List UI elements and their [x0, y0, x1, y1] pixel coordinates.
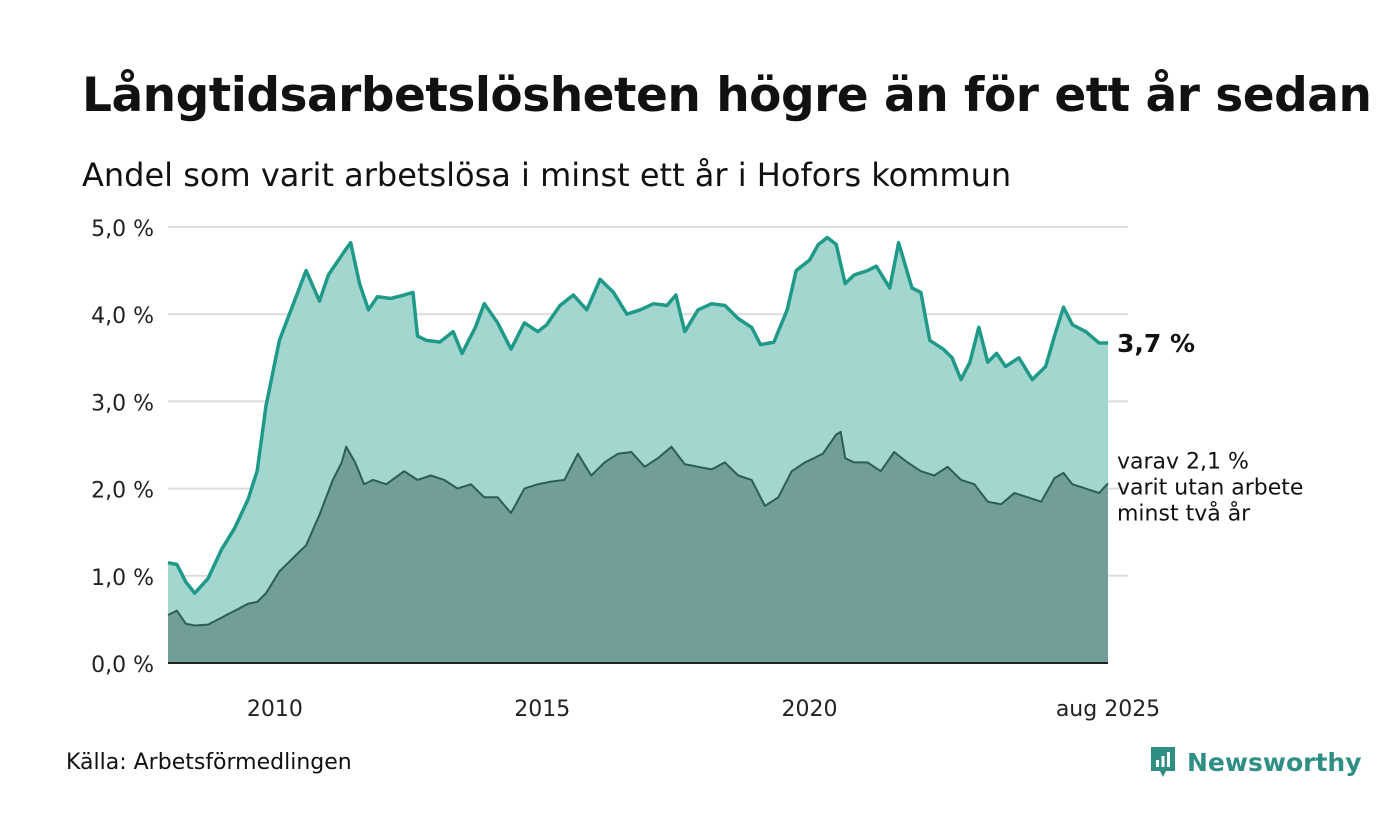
y-tick-label: 4,0 % — [91, 304, 154, 329]
x-tick-label: aug 2025 — [1056, 697, 1160, 722]
series-2-end-label-line: varav 2,1 % — [1117, 449, 1249, 474]
y-tick-label: 3,0 % — [91, 391, 154, 416]
x-tick-label: 2010 — [247, 697, 303, 722]
chart-lines — [167, 235, 1109, 627]
series_2-line — [167, 430, 1109, 627]
series-1-end-label: 3,7 % — [1117, 329, 1195, 358]
x-axis-tick-labels: 2010 2015 2020 aug 2025 — [247, 697, 1160, 722]
source-note: Källa: Arbetsförmedlingen — [66, 750, 352, 775]
y-axis-tick-labels: 0,0 % 1,0 % 2,0 % 3,0 % 4,0 % 5,0 % — [91, 217, 154, 678]
y-tick-label: 5,0 % — [91, 217, 154, 242]
chart-subtitle: Andel som varit arbetslösa i minst ett å… — [82, 156, 1012, 194]
series_1-line — [167, 235, 1108, 595]
series-2-end-label-line: minst två år — [1117, 500, 1251, 526]
chart-title: Långtidsarbetslösheten högre än för ett … — [82, 68, 1372, 123]
newsworthy-logo-icon — [1151, 747, 1175, 777]
series_2-area — [168, 431, 1108, 663]
y-tick-label: 0,0 % — [91, 653, 154, 678]
x-tick-label: 2015 — [514, 697, 570, 722]
y-tick-label: 1,0 % — [91, 566, 154, 591]
brand-logo: Newsworthy — [1149, 744, 1362, 780]
y-tick-label: 2,0 % — [91, 479, 154, 504]
x-tick-label: 2020 — [782, 697, 838, 722]
series-2-end-label-line: varit utan arbete — [1117, 475, 1303, 500]
chart-areas — [168, 237, 1108, 663]
brand-name: Newsworthy — [1187, 747, 1362, 777]
